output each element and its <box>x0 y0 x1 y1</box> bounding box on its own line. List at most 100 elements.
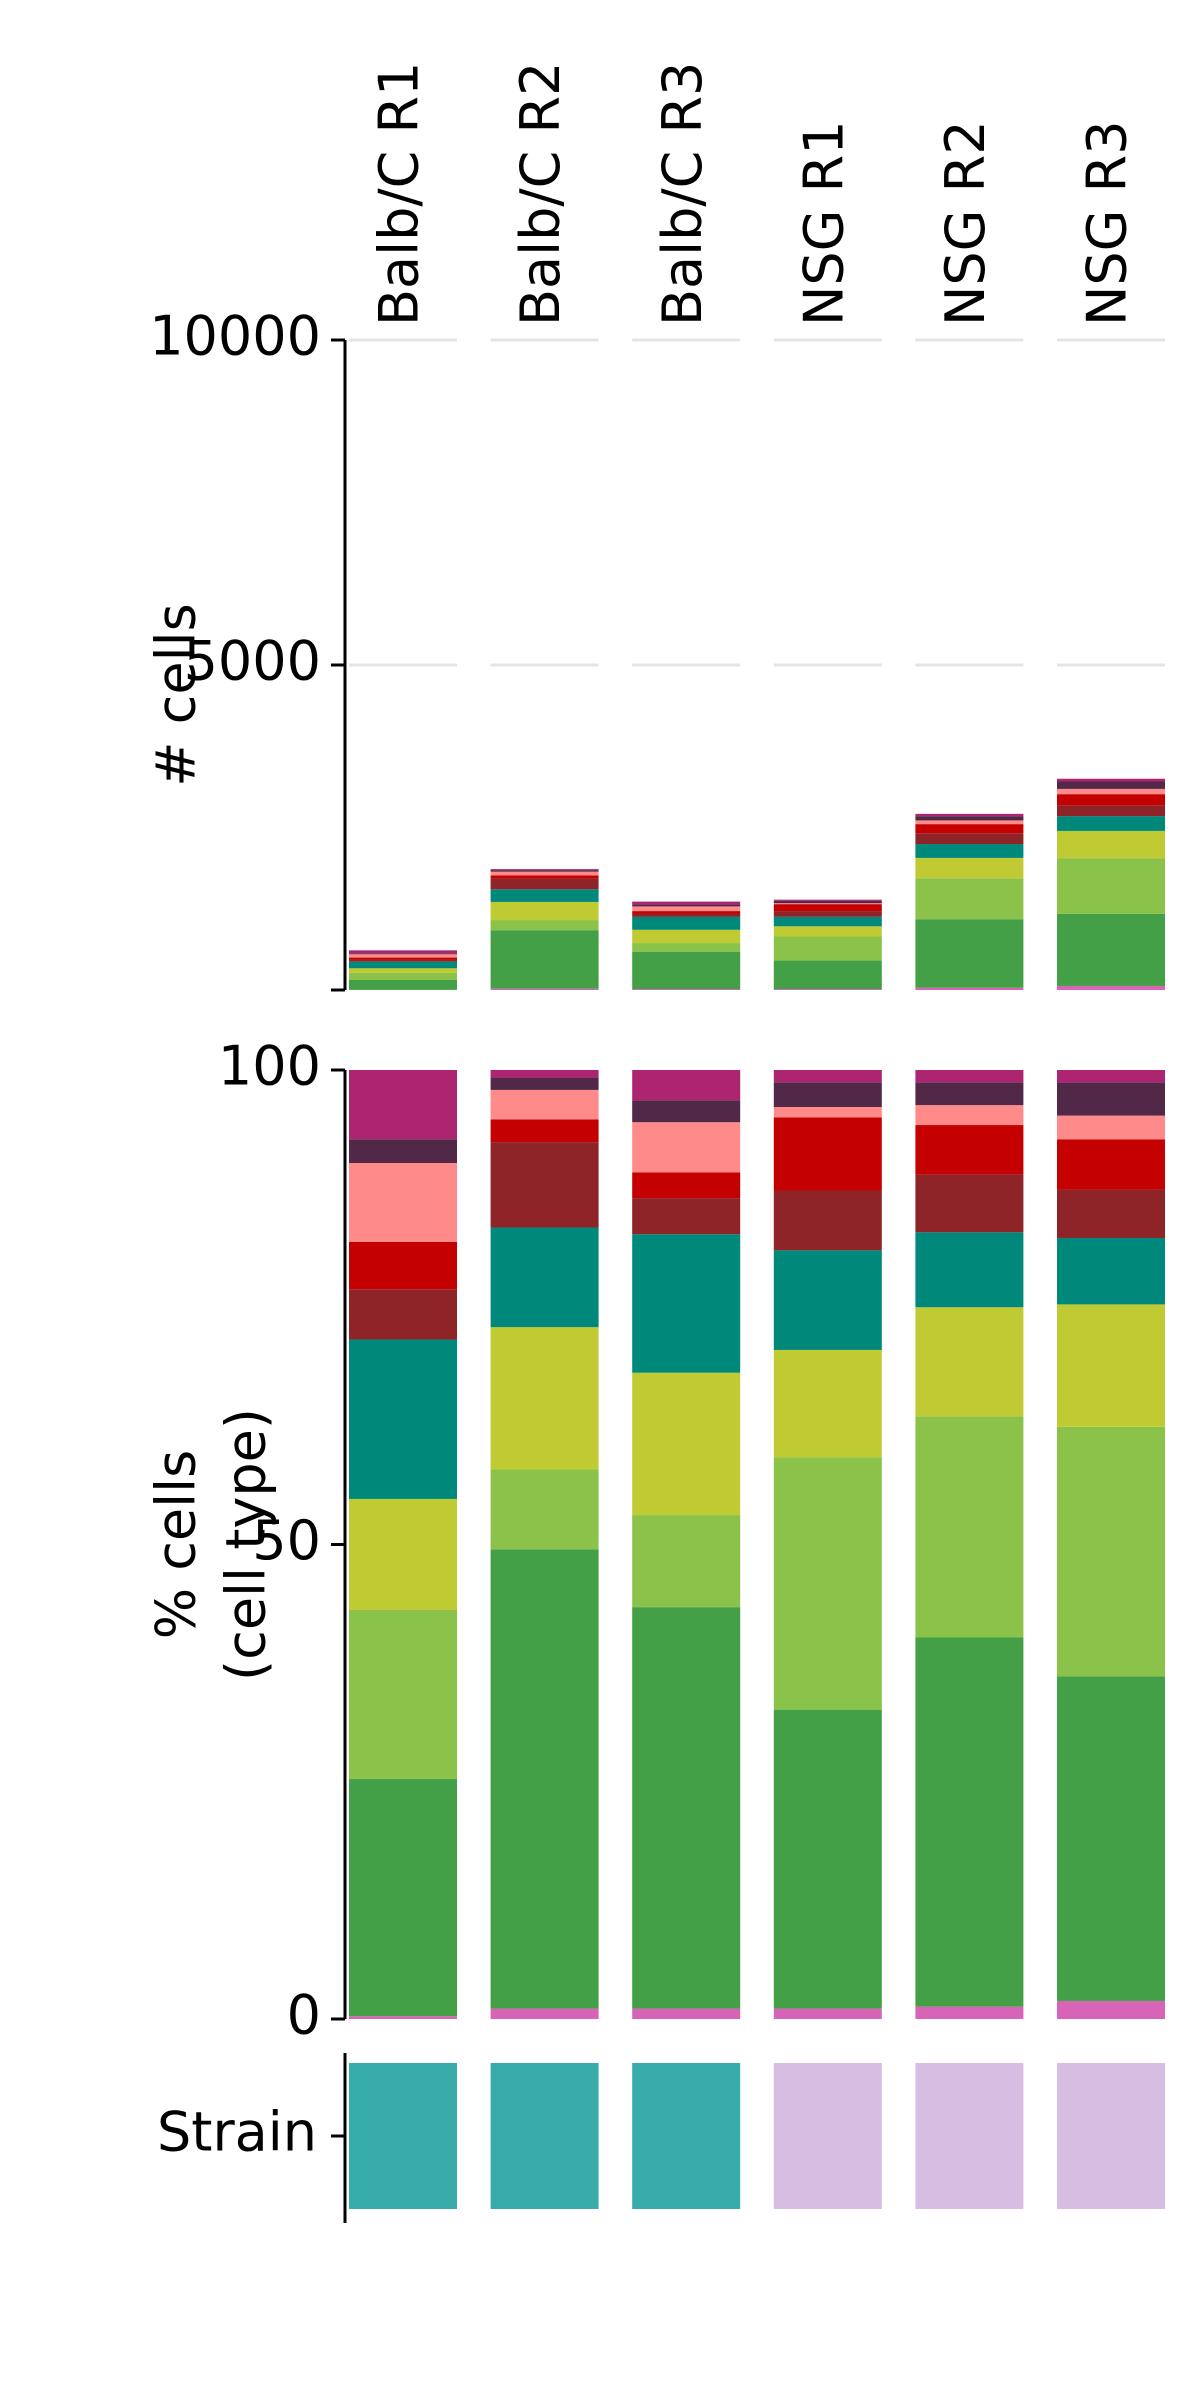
bar-segment <box>1057 1082 1165 1116</box>
bar-segment <box>490 870 599 872</box>
bar-segment <box>915 820 1024 825</box>
bar-segment <box>1057 1139 1165 1190</box>
category-label: NSG R1 <box>792 120 855 326</box>
bar-segment <box>773 1117 882 1191</box>
bar-segment <box>915 1416 1024 1638</box>
strain-cell <box>1057 2063 1165 2209</box>
bar-segment <box>490 869 599 871</box>
bar-segment <box>773 899 882 901</box>
bar-segment <box>915 844 1024 858</box>
bar-segment <box>349 1778 457 2017</box>
bar-segment <box>632 1234 741 1373</box>
bar-segment <box>773 989 882 990</box>
bar-segment <box>632 911 741 914</box>
bar-segment <box>349 961 457 969</box>
bar-segment <box>773 1070 882 1083</box>
bar-segment <box>773 1349 882 1458</box>
bar-segment <box>773 960 882 990</box>
bar-segment <box>349 1241 457 1290</box>
bar-segment <box>1057 913 1165 986</box>
strain-cell <box>773 2063 882 2209</box>
bar-segment <box>632 916 741 930</box>
bar-segment <box>632 901 741 905</box>
bar-segment <box>1057 1070 1165 1083</box>
bar-segment <box>915 987 1024 990</box>
bar-segment <box>1057 1426 1165 1677</box>
bar-segment <box>349 1139 457 1164</box>
bar-segment <box>773 1107 882 1118</box>
bar-segment <box>1057 778 1165 782</box>
strain-cell <box>915 2063 1024 2209</box>
bar-segment <box>349 1289 457 1340</box>
bar-segment <box>773 1709 882 2009</box>
bar-segment <box>773 903 882 905</box>
y-axis-label: % cells <box>145 1450 208 1640</box>
bar-segment <box>915 1232 1024 1308</box>
bar-segment <box>632 1515 741 1608</box>
category-label: NSG R3 <box>1076 120 1139 326</box>
strain-cell <box>632 2063 741 2209</box>
bar-segment <box>490 889 599 902</box>
bar-segment <box>915 1637 1024 2007</box>
bar-segment <box>1057 781 1165 789</box>
bar-segment <box>773 904 882 912</box>
bar-segment <box>915 919 1024 988</box>
y-axis-label: # cells <box>145 603 208 786</box>
bar-segment <box>490 1119 599 1143</box>
bar-segment <box>490 1327 599 1470</box>
bar-segment <box>1057 2000 1165 2019</box>
y-axis-label: (cell type) <box>215 1408 278 1681</box>
bar-segment <box>632 1100 741 1123</box>
category-label: NSG R2 <box>934 120 997 326</box>
y-tick-label: 10000 <box>149 305 321 368</box>
bar-segment <box>349 1498 457 1610</box>
bar-segment <box>1057 858 1165 914</box>
bar-segment <box>490 930 599 989</box>
bar-segment <box>632 951 741 990</box>
bar-segment <box>1057 1115 1165 1140</box>
bar-segment <box>773 1082 882 1108</box>
y-tick-label: 5000 <box>184 630 321 693</box>
bar-segment <box>632 913 741 917</box>
y-tick-label: 0 <box>287 1984 321 2047</box>
bar-segment <box>632 1372 741 1516</box>
bar-segment <box>915 824 1024 834</box>
bar-segment <box>773 916 882 927</box>
bar-segment <box>632 906 741 912</box>
bar-segment <box>1057 1304 1165 1427</box>
bar-segment <box>490 1142 599 1228</box>
bar-segment <box>349 968 457 973</box>
bar-segment <box>915 2006 1024 2019</box>
bar-segment <box>632 989 741 990</box>
bar-segment <box>632 2008 741 2019</box>
bar-segment <box>915 1105 1024 1126</box>
bar-segment <box>1057 830 1165 859</box>
bar-segment <box>490 920 599 931</box>
bar-segment <box>490 901 599 921</box>
category-label: Balb/C R3 <box>651 62 714 326</box>
bar-segment <box>490 1077 599 1090</box>
bar-segment <box>349 2016 457 2019</box>
bar-segment <box>915 1125 1024 1175</box>
bar-segment <box>773 900 882 904</box>
bar-segment <box>915 878 1024 920</box>
bar-segment <box>490 1089 599 1120</box>
bar-segment <box>349 1163 457 1242</box>
bar-segment <box>773 2008 882 2019</box>
bar-segment <box>915 1174 1024 1233</box>
bar-segment <box>349 1339 457 1499</box>
bar-segment <box>915 1070 1024 1083</box>
bar-segment <box>632 1122 741 1173</box>
bar-segment <box>349 972 457 980</box>
bar-segment <box>915 833 1024 845</box>
bar-segment <box>349 954 457 958</box>
bar-segment <box>490 1070 599 1078</box>
bar-segment <box>632 1198 741 1235</box>
bar-segment <box>1057 805 1165 817</box>
bar-segment <box>349 1609 457 1779</box>
bar-segment <box>1057 1676 1165 2001</box>
bar-segment <box>349 950 457 954</box>
bar-segment <box>773 1190 882 1251</box>
bar-segment <box>349 959 457 962</box>
